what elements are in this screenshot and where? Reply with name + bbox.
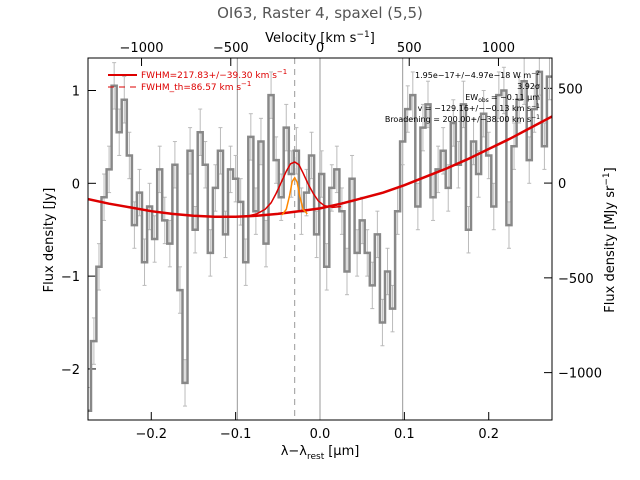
x2-tick-label: 500 bbox=[397, 41, 422, 56]
y2-tick-label: 500 bbox=[558, 82, 583, 97]
annotation-flux: 1.95e−17+/−4.97e−18 W m−2 bbox=[415, 70, 540, 80]
x-tick-label: 0.2 bbox=[478, 427, 499, 442]
x-axis-label-sub: rest bbox=[307, 452, 325, 462]
x2-tick-label: 1000 bbox=[482, 41, 515, 56]
x2-tick-label: −1000 bbox=[120, 41, 164, 56]
annotation-ew-value: = −0.11 μm bbox=[491, 93, 540, 102]
x-tick-label: −0.1 bbox=[220, 427, 252, 442]
chart-title: OI63, Raster 4, spaxel (5,5) bbox=[217, 4, 423, 22]
annotation-ew-sub: obs bbox=[478, 97, 489, 104]
x2-axis-label-end: ] bbox=[370, 31, 375, 46]
y2-tick-label: 0 bbox=[558, 177, 566, 192]
x-axis-label: λ−λrest [μm] bbox=[281, 444, 360, 462]
x-tick-label: 0.1 bbox=[394, 427, 415, 442]
x2-axis-label: Velocity [km s−1] bbox=[265, 30, 375, 46]
series-line-fit bbox=[248, 161, 342, 217]
legend-entry-2: FWHM_th=86.57 km s−1 bbox=[141, 80, 251, 93]
y-tick-label: −2 bbox=[61, 363, 80, 378]
x-axis-label-unit: [μm] bbox=[328, 444, 359, 459]
x2-tick-label: −500 bbox=[213, 41, 249, 56]
annotation-broadening: Broadening = 200.00+/−38.00 km s−1 bbox=[385, 114, 540, 124]
y2-tick-label: −500 bbox=[558, 272, 594, 287]
y2-tick-label: −1000 bbox=[558, 367, 602, 382]
y-tick-label: 1 bbox=[72, 84, 80, 99]
x-tick-label: −0.2 bbox=[135, 427, 167, 442]
fit-annotations: 1.95e−17+/−4.97e−18 W m−2 3.92σ EWobs = −… bbox=[385, 70, 540, 124]
series-thermal-fit bbox=[281, 176, 308, 216]
y-axis-label: Flux density [Jy] bbox=[42, 188, 57, 293]
y-tick-label: −1 bbox=[61, 270, 80, 285]
legend: FWHM=217.83+/−39.30 km s−1 FWHM_th=86.57… bbox=[108, 68, 287, 93]
y2-axis-label-sup: −1 bbox=[602, 172, 612, 185]
legend-entry-1: FWHM=217.83+/−39.30 km s−1 bbox=[141, 68, 287, 81]
x2-axis-label-sup: −1 bbox=[356, 30, 369, 40]
plot-frame bbox=[87, 57, 553, 421]
legend-entry-2-sup: −1 bbox=[241, 80, 251, 88]
y2-axis-label-end: ] bbox=[603, 167, 618, 172]
legend-entry-1-sup: −1 bbox=[277, 68, 287, 76]
series-spectrum bbox=[88, 70, 552, 412]
annotation-ew: EWobs = −0.11 μm bbox=[465, 93, 540, 104]
x-tick-label: 0.0 bbox=[310, 427, 331, 442]
annotation-velocity: v = −129.16+/−−0.13 km s−1 bbox=[418, 103, 541, 113]
y-tick-label: 0 bbox=[72, 177, 80, 192]
annotation-sigma: 3.92σ bbox=[517, 82, 540, 91]
y2-axis-label: Flux density [MJy sr−1] bbox=[602, 167, 618, 312]
series-continuum-fit bbox=[88, 115, 552, 218]
x2-tick-label: 0 bbox=[316, 41, 324, 56]
